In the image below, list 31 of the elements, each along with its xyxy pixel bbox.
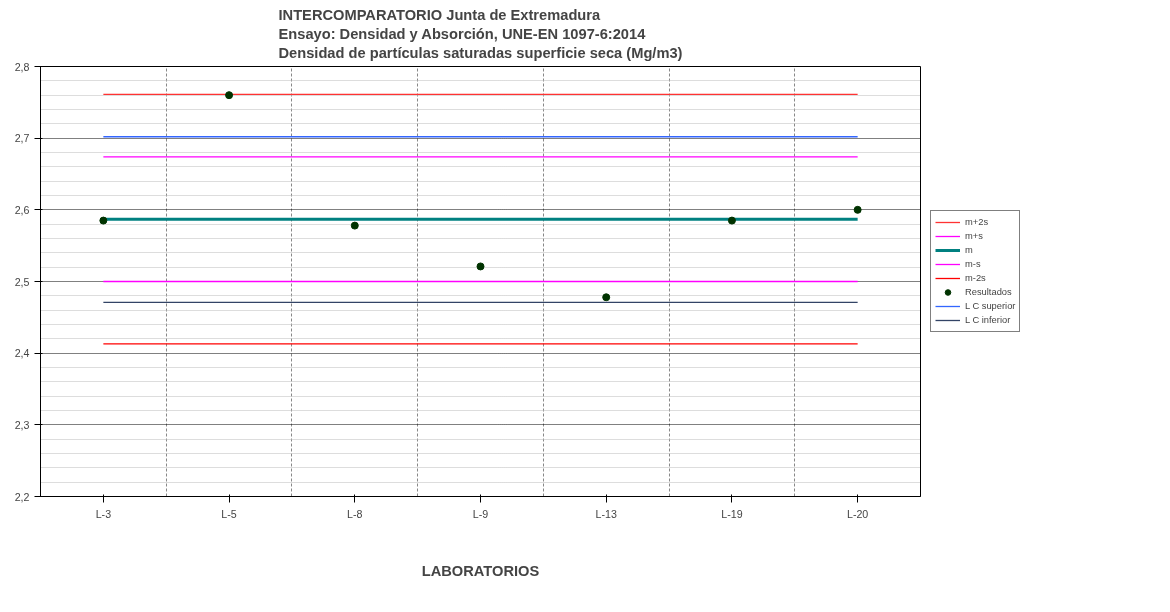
legend-label: m+s (965, 229, 984, 243)
x-tick-label: L-20 (846, 507, 869, 520)
point (602, 293, 611, 302)
legend-label: m+2s (965, 215, 989, 229)
x-tick-label: L-9 (472, 507, 489, 520)
point (99, 216, 108, 225)
y-tick-label: 2,5 (14, 275, 30, 288)
chart-title: INTERCOMPARATORIO Junta de Extremadura Ensayo: Densidad y Absorción, UNE-EN 1097-6:2014 Densidad de partículas saturadas superficie seca (Mg/m3) (278, 7, 683, 62)
legend-label: L C inferior (965, 313, 1011, 327)
x-tick-label: L-8 (347, 507, 363, 520)
x-tick-label: L-13 (595, 507, 617, 520)
point (350, 221, 359, 230)
y-tick-label: 2,6 (14, 203, 30, 216)
x-tick-label: L-19 (721, 507, 743, 520)
y-tick-label: 2,3 (14, 418, 30, 431)
point (853, 205, 862, 214)
y-tick-label: 2,2 (14, 490, 30, 503)
legend-label: m-2s (965, 271, 986, 285)
point (476, 262, 485, 271)
legend-label: m-s (965, 257, 982, 271)
legend-label: L C superior (965, 299, 1016, 313)
x-axis-title: LABORATORIOS (421, 562, 540, 579)
legend-label: m (965, 243, 974, 257)
y-tick-label: 2,8 (14, 60, 30, 73)
x-tick-label: L-3 (95, 507, 112, 520)
legend-label: Resultados (965, 285, 1012, 299)
point (727, 216, 736, 225)
y-tick-label: 2,7 (14, 132, 30, 145)
x-tick-label: L-5 (221, 507, 237, 520)
point (225, 91, 234, 100)
y-tick-label: 2,4 (14, 347, 30, 360)
